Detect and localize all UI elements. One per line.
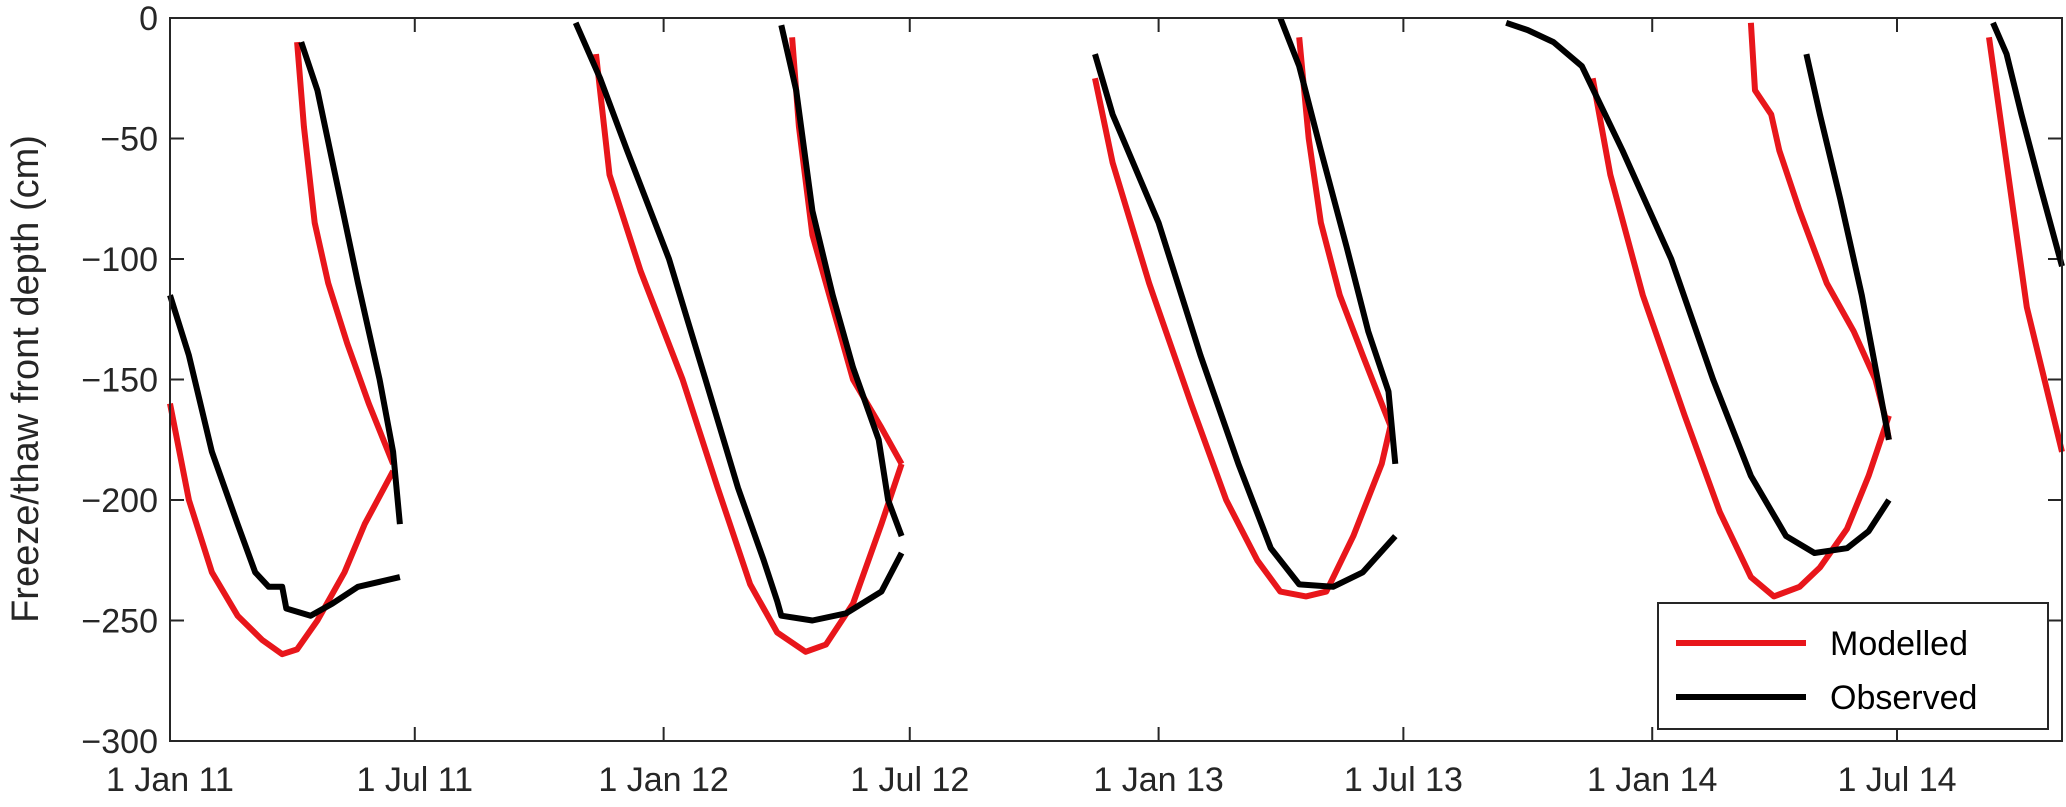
x-tick-label: 1 Jan 11 bbox=[106, 761, 234, 799]
series-line-observed bbox=[1092, 53, 1398, 590]
y-tick-label: 0 bbox=[139, 0, 158, 38]
series-line-modelled bbox=[1589, 77, 1892, 600]
series-layer bbox=[167, 16, 2065, 658]
legend-label-modelled: Modelled bbox=[1830, 625, 1968, 663]
x-tick-label: 1 Jan 12 bbox=[598, 761, 728, 799]
series-line-modelled bbox=[789, 37, 905, 466]
series-line-observed bbox=[298, 41, 403, 525]
series-line-observed bbox=[1277, 16, 1399, 465]
series-line-modelled bbox=[593, 53, 905, 655]
legend-label-observed: Observed bbox=[1830, 679, 1977, 717]
series-line-observed bbox=[1990, 21, 2065, 267]
legend-box bbox=[1657, 602, 2049, 730]
series-line-modelled bbox=[1747, 22, 1892, 441]
x-tick-label: 1 Jul 12 bbox=[850, 761, 969, 799]
y-tick-label: −200 bbox=[81, 482, 158, 520]
legend: Modelled Observed bbox=[1657, 602, 2049, 730]
axes bbox=[169, 17, 2063, 742]
x-tick-label: 1 Jul 13 bbox=[1344, 761, 1463, 799]
x-tick-label: 1 Jul 14 bbox=[1837, 761, 1956, 799]
series-line-modelled bbox=[1296, 37, 1394, 429]
y-axis: 0 −50 −100 −150 −200 −250 −300 bbox=[81, 0, 2062, 761]
series-line-observed bbox=[572, 21, 905, 624]
y-tick-label: −50 bbox=[100, 121, 158, 159]
y-tick-label: −300 bbox=[81, 723, 158, 761]
plot-area bbox=[169, 17, 2063, 742]
series-line-modelled bbox=[1092, 77, 1395, 600]
series-line-observed bbox=[778, 24, 905, 538]
x-tick-label: 1 Jan 14 bbox=[1587, 761, 1717, 799]
y-tick-label: −150 bbox=[81, 362, 158, 400]
x-tick-label: 1 Jan 13 bbox=[1093, 761, 1223, 799]
series-line-observed bbox=[1505, 19, 1892, 556]
series-line-modelled bbox=[294, 41, 396, 466]
series-line-observed bbox=[1803, 53, 1892, 441]
y-tick-label: −100 bbox=[81, 241, 158, 279]
series-observed bbox=[167, 16, 2065, 624]
x-tick-label: 1 Jul 11 bbox=[357, 761, 474, 799]
y-tick-label: −250 bbox=[81, 603, 158, 641]
series-line-modelled bbox=[1986, 36, 2065, 453]
series-line-observed bbox=[167, 294, 401, 619]
y-axis-label: Freeze/thaw front depth (cm) bbox=[5, 135, 47, 623]
x-axis: 1 Jan 11 1 Jul 11 1 Jan 12 1 Jul 12 1 Jan 13… bbox=[106, 18, 1957, 799]
series-line-modelled bbox=[167, 403, 396, 658]
